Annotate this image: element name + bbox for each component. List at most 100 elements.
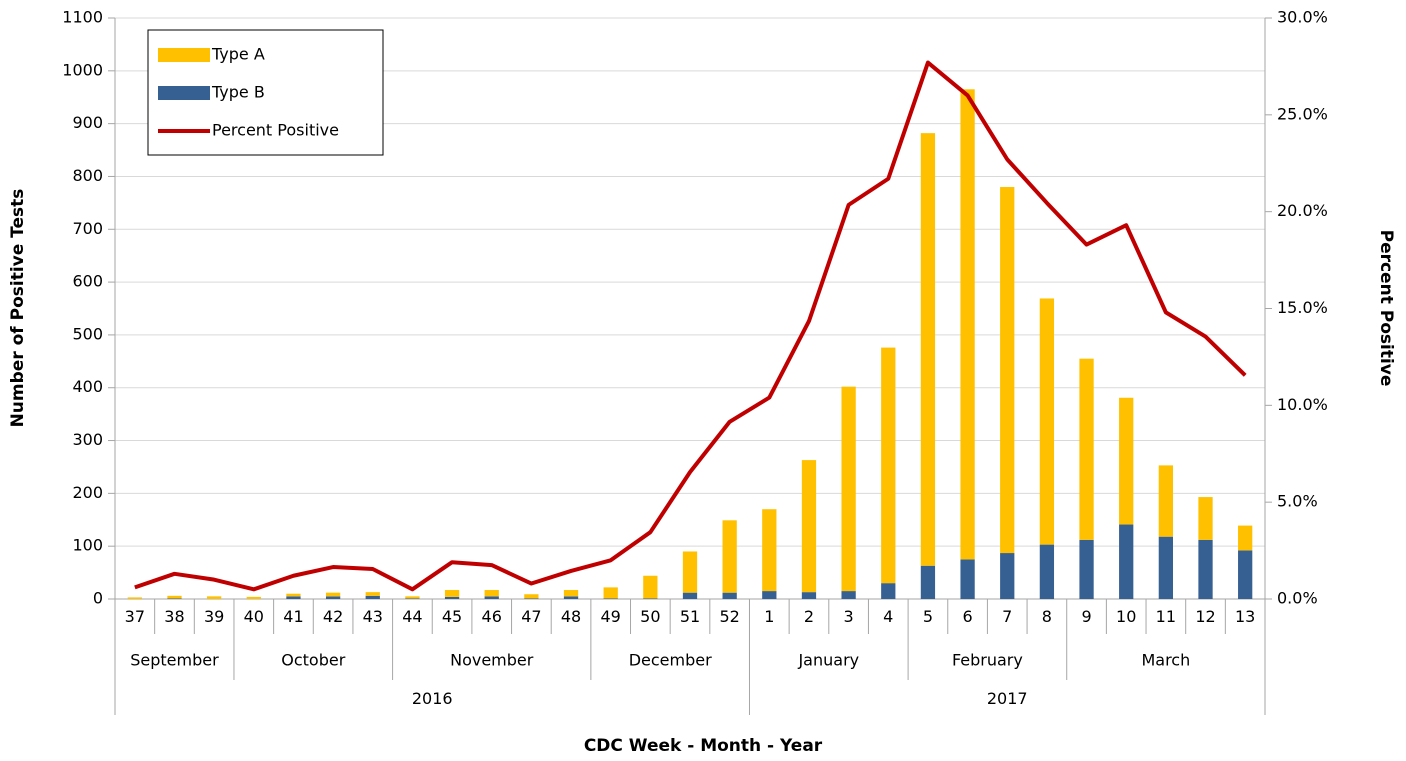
legend-label: Type B bbox=[211, 83, 265, 102]
bar bbox=[643, 598, 658, 599]
bar bbox=[1198, 497, 1213, 540]
bar bbox=[801, 592, 817, 599]
bar bbox=[603, 598, 618, 599]
bar bbox=[881, 583, 896, 599]
y2-tick-label: 20.0% bbox=[1277, 201, 1328, 220]
x-tick-label: 50 bbox=[640, 607, 660, 626]
bar bbox=[207, 596, 222, 599]
bar bbox=[841, 591, 856, 599]
bar bbox=[325, 592, 341, 597]
x-tick-label: 4 bbox=[883, 607, 893, 626]
x-tick-label: 9 bbox=[1081, 607, 1091, 626]
bar bbox=[365, 595, 380, 599]
x-tick-label: 47 bbox=[521, 607, 541, 626]
bar bbox=[246, 596, 261, 599]
bar bbox=[286, 593, 301, 597]
bar bbox=[722, 592, 737, 599]
bar bbox=[1119, 524, 1134, 599]
bar bbox=[444, 596, 460, 599]
y-tick-label: 1100 bbox=[62, 8, 103, 27]
legend-label: Percent Positive bbox=[212, 121, 339, 140]
x-tick-label: 3 bbox=[844, 607, 854, 626]
x-tick-label: 44 bbox=[402, 607, 422, 626]
legend-swatch bbox=[158, 86, 210, 100]
bar bbox=[643, 575, 658, 599]
bar bbox=[1039, 298, 1055, 545]
bar bbox=[960, 89, 975, 560]
month-label: September bbox=[130, 651, 219, 670]
bar bbox=[1158, 465, 1173, 537]
x-tick-label: 46 bbox=[482, 607, 502, 626]
x-tick-label: 6 bbox=[962, 607, 972, 626]
x-tick-label: 41 bbox=[283, 607, 303, 626]
y2-tick-label: 5.0% bbox=[1277, 492, 1318, 511]
x-tick-label: 48 bbox=[561, 607, 581, 626]
x-tick-label: 10 bbox=[1116, 607, 1136, 626]
bar bbox=[920, 565, 936, 599]
y2-axis-title: Percent Positive bbox=[1376, 230, 1396, 387]
y-tick-label: 300 bbox=[72, 430, 103, 449]
bar bbox=[682, 551, 698, 593]
month-label: January bbox=[797, 651, 859, 670]
bar bbox=[524, 594, 539, 599]
bar bbox=[1039, 544, 1055, 599]
bar bbox=[1000, 187, 1015, 554]
bar bbox=[682, 592, 698, 599]
x-tick-label: 11 bbox=[1156, 607, 1176, 626]
bar bbox=[405, 596, 420, 599]
bar bbox=[365, 592, 380, 596]
y2-tick-label: 15.0% bbox=[1277, 298, 1328, 317]
x-tick-label: 42 bbox=[323, 607, 343, 626]
bar bbox=[1238, 525, 1253, 551]
x-axis-title: CDC Week - Month - Year bbox=[584, 736, 823, 756]
bar bbox=[881, 347, 896, 584]
y-tick-label: 1000 bbox=[62, 60, 103, 79]
x-tick-label: 2 bbox=[804, 607, 814, 626]
bar bbox=[167, 595, 182, 599]
x-tick-label: 13 bbox=[1235, 607, 1255, 626]
line-series bbox=[134, 60, 1247, 592]
year-label: 2017 bbox=[987, 689, 1028, 708]
month-label: March bbox=[1141, 651, 1190, 670]
month-label: February bbox=[952, 651, 1023, 670]
bar bbox=[167, 598, 182, 599]
bar bbox=[563, 590, 579, 597]
legend-swatch bbox=[158, 48, 210, 62]
x-tick-label: 38 bbox=[164, 607, 184, 626]
bar bbox=[960, 559, 975, 599]
bar bbox=[1158, 536, 1173, 599]
x-tick-label: 52 bbox=[719, 607, 739, 626]
month-label: October bbox=[281, 651, 345, 670]
bar bbox=[1079, 358, 1094, 540]
y-tick-label: 500 bbox=[72, 324, 103, 343]
bar bbox=[801, 460, 817, 593]
y-tick-label: 900 bbox=[72, 113, 103, 132]
y2-tick-label: 30.0% bbox=[1277, 8, 1328, 27]
bar bbox=[603, 587, 618, 599]
bar bbox=[405, 598, 420, 599]
bar bbox=[484, 590, 499, 597]
bar bbox=[1000, 553, 1015, 599]
y-tick-label: 700 bbox=[72, 219, 103, 238]
x-tick-label: 12 bbox=[1195, 607, 1215, 626]
y-tick-label: 600 bbox=[72, 272, 103, 291]
x-tick-label: 8 bbox=[1042, 607, 1052, 626]
y-tick-label: 800 bbox=[72, 166, 103, 185]
x-tick-label: 39 bbox=[204, 607, 224, 626]
month-label: November bbox=[450, 651, 534, 670]
x-tick-label: 5 bbox=[923, 607, 933, 626]
legend-label: Type A bbox=[211, 45, 265, 64]
year-label: 2016 bbox=[412, 689, 453, 708]
x-tick-label: 40 bbox=[244, 607, 264, 626]
bar bbox=[920, 133, 936, 566]
x-tick-label: 43 bbox=[363, 607, 383, 626]
y-tick-label: 200 bbox=[72, 483, 103, 502]
bar bbox=[762, 591, 777, 599]
bar bbox=[524, 598, 539, 599]
bar bbox=[1238, 550, 1253, 599]
month-label: December bbox=[629, 651, 712, 670]
bar bbox=[286, 596, 301, 599]
x-tick-label: 49 bbox=[601, 607, 621, 626]
